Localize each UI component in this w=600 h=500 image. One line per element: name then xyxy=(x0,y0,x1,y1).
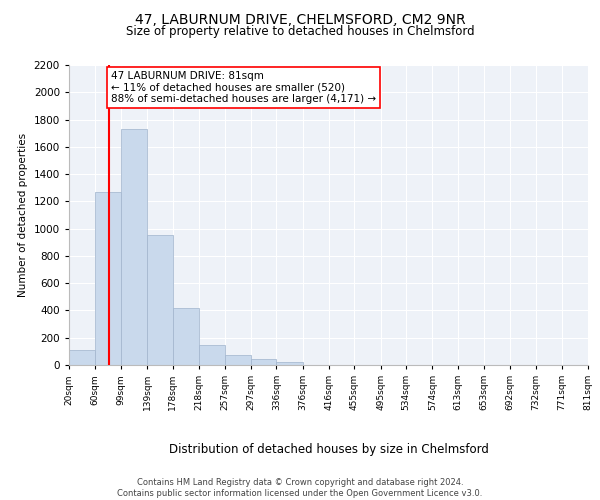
Bar xyxy=(251,360,277,365)
Bar xyxy=(277,362,302,365)
Bar xyxy=(121,129,147,365)
Text: Size of property relative to detached houses in Chelmsford: Size of property relative to detached ho… xyxy=(125,25,475,38)
Text: Contains HM Land Registry data © Crown copyright and database right 2024.
Contai: Contains HM Land Registry data © Crown c… xyxy=(118,478,482,498)
Bar xyxy=(69,350,95,365)
Bar xyxy=(224,355,251,365)
Text: 47, LABURNUM DRIVE, CHELMSFORD, CM2 9NR: 47, LABURNUM DRIVE, CHELMSFORD, CM2 9NR xyxy=(134,12,466,26)
Bar xyxy=(173,308,199,365)
Text: Distribution of detached houses by size in Chelmsford: Distribution of detached houses by size … xyxy=(169,442,489,456)
Bar xyxy=(199,344,224,365)
Text: 47 LABURNUM DRIVE: 81sqm
← 11% of detached houses are smaller (520)
88% of semi-: 47 LABURNUM DRIVE: 81sqm ← 11% of detach… xyxy=(111,71,376,104)
Bar xyxy=(95,192,121,365)
Bar xyxy=(147,236,173,365)
Y-axis label: Number of detached properties: Number of detached properties xyxy=(18,133,28,297)
